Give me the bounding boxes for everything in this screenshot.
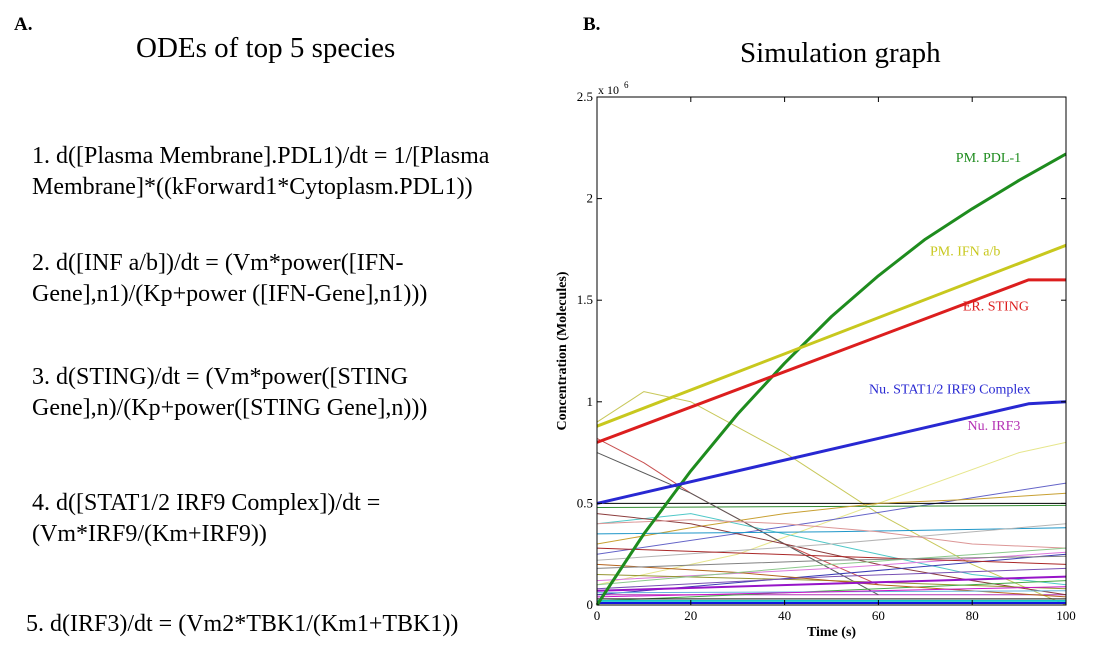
series-pm-ifn-a-b (596, 243, 1067, 428)
series-curve-22 (596, 567, 1067, 590)
y-tick-label: 2 (587, 191, 594, 206)
series-curve-28 (596, 555, 1067, 569)
x-tick-label: 100 (1056, 608, 1076, 623)
y-axis-title: Concentration (Molecules) (555, 271, 570, 430)
series-curve-27 (596, 547, 1067, 586)
series-curve-7 (596, 437, 879, 586)
series-label: PM. IFN a/b (930, 244, 1000, 259)
series-nu-stat1-2-irf9-complex (596, 400, 1067, 505)
panel-b-title: Simulation graph (740, 37, 941, 69)
panel-a-title: ODEs of top 5 species (136, 32, 396, 64)
series-curve-16 (596, 523, 1067, 561)
x-axis: 0 20 40 60 80 100 (594, 97, 1076, 623)
series-label: PM. PDL-1 (956, 151, 1021, 166)
series-label: Nu. STAT1/2 IRF9 Complex (869, 383, 1030, 398)
series-pm-pdl-1 (595, 152, 1067, 606)
series-curve-29 (596, 575, 1067, 592)
series-curve-15 (596, 527, 1067, 535)
panel-a-label: A. (14, 14, 33, 35)
equation-line: 2. d([INF a/b])/dt = (Vm*power([IFN- (32, 250, 404, 276)
equation-5: 5. d(IRF3)/dt = (Vm2*TBK1/(Km1+TBK1)) (26, 609, 458, 640)
equation-line: Membrane]*((kForward1*Cytoplasm.PDL1)) (32, 174, 473, 200)
x-axis-title: Time (s) (807, 625, 856, 640)
series-label: ER. STING (963, 299, 1029, 314)
series-curve-20 (596, 519, 1067, 549)
y-axis: 0 0.5 1 1.5 2 2.5 (577, 89, 1066, 612)
equation-line: Gene],n)/(Kp+power([STING Gene],n))) (32, 395, 428, 421)
series-curve-12 (596, 452, 879, 596)
x-tick-label: 20 (684, 608, 697, 623)
y-axis-multiplier: x 10 (598, 83, 619, 97)
series-curve-26 (596, 547, 1067, 565)
simulation-chart: 0 20 40 60 80 100 0 0.5 1 1.5 2 2.5 PM. PDL-1 PM. I… (555, 80, 1076, 640)
equation-3: 3. d(STING)/dt = (Vm*power([STING Gene],… (32, 362, 427, 424)
series-curve-9 (596, 482, 1067, 555)
series-labels: PM. PDL-1 PM. IFN a/b ER. STING Nu. STAT1/2… (869, 151, 1030, 434)
chart-series-group (595, 152, 1067, 606)
y-tick-label: 0.5 (577, 495, 593, 510)
series-er-sting (596, 278, 1066, 444)
series-curve-21 (596, 580, 1067, 602)
x-tick-label: 80 (966, 608, 979, 623)
x-tick-label: 40 (778, 608, 791, 623)
plot-frame (596, 96, 1067, 606)
series-curve-6 (596, 441, 1067, 586)
equation-line: 5. d(IRF3)/dt = (Vm2*TBK1/(Km1+TBK1)) (26, 611, 459, 637)
equation-line: 4. d([STAT1/2 IRF9 Complex])/dt = (32, 490, 381, 516)
y-axis-exponent: 6 (624, 80, 629, 90)
series-label: Nu. IRF3 (968, 419, 1021, 434)
equation-2: 2. d([INF a/b])/dt = (Vm*power([IFN- Gen… (32, 248, 427, 310)
y-tick-label: 0 (587, 597, 594, 612)
series-curve-32 (596, 586, 1067, 598)
equation-line: 1. d([Plasma Membrane].PDL1)/dt = 1/[Pla… (32, 143, 490, 169)
x-tick-label: 0 (594, 608, 601, 623)
y-tick-label: 2.5 (577, 89, 593, 104)
x-tick-label: 60 (872, 608, 885, 623)
y-tick-label: 1.5 (577, 292, 593, 307)
equation-4: 4. d([STAT1/2 IRF9 Complex])/dt = (Vm*IR… (32, 488, 380, 550)
series-curve-5 (596, 391, 1067, 606)
series-curve-13 (596, 492, 1067, 545)
panel-b-label: B. (583, 14, 601, 35)
equation-1: 1. d([Plasma Membrane].PDL1)/dt = 1/[Pla… (32, 141, 489, 203)
y-tick-label: 1 (587, 394, 594, 409)
equation-line: 3. d(STING)/dt = (Vm*power([STING (32, 364, 409, 390)
series-curve-11 (596, 504, 1067, 508)
series-curve-14 (596, 513, 1067, 596)
equation-line: (Vm*IRF9/(Km+IRF9)) (32, 521, 267, 547)
equation-line: Gene],n1)/(Kp+power ([IFN-Gene],n1))) (32, 281, 428, 307)
